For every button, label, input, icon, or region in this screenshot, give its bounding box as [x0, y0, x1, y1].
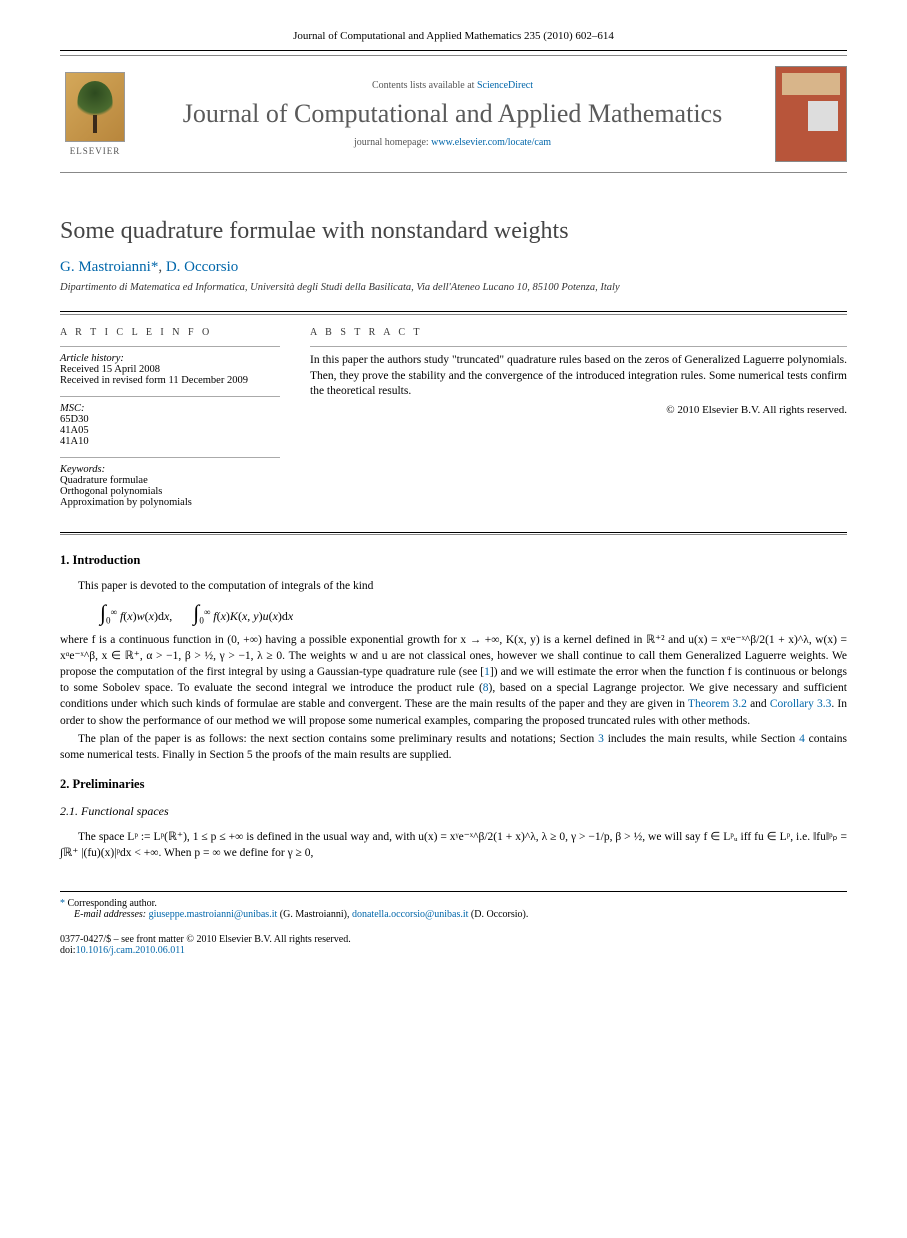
- header-rule: [60, 50, 847, 51]
- msc-label: MSC:: [60, 403, 280, 414]
- msc-code: 41A10: [60, 436, 280, 447]
- section-1-heading: 1. Introduction: [60, 553, 847, 568]
- citation-header: Journal of Computational and Applied Mat…: [60, 30, 847, 42]
- elsevier-logo[interactable]: ELSEVIER: [60, 66, 130, 162]
- intro-p3: The plan of the paper is as follows: the…: [60, 731, 847, 763]
- authors: G. Mastroianni*, D. Occorsio: [60, 259, 847, 276]
- doi-link[interactable]: 10.1016/j.cam.2010.06.011: [76, 945, 185, 956]
- doi-block: 0377-0427/$ – see front matter © 2010 El…: [60, 934, 847, 956]
- received-date: Received 15 April 2008: [60, 364, 280, 375]
- article-info-heading: A R T I C L E I N F O: [60, 327, 280, 338]
- sciencedirect-link[interactable]: ScienceDirect: [477, 80, 533, 91]
- intro-p1: This paper is devoted to the computation…: [60, 578, 847, 594]
- history-block: Article history: Received 15 April 2008 …: [60, 346, 280, 386]
- star-icon: *: [60, 898, 65, 909]
- prelim-p1: The space Lᵖ := Lᵖ(ℝ⁺), 1 ≤ p ≤ +∞ is de…: [60, 829, 847, 861]
- intro-p3b: includes the main results, while Section: [604, 733, 799, 745]
- history-label: Article history:: [60, 353, 280, 364]
- keyword: Orthogonal polynomials: [60, 486, 280, 497]
- keywords-label: Keywords:: [60, 464, 280, 475]
- section-2-1-heading: 2.1. Functional spaces: [60, 804, 847, 819]
- theorem-3-2-link[interactable]: Theorem 3.2: [688, 698, 747, 710]
- abstract-text: In this paper the authors study "truncat…: [310, 353, 847, 400]
- abstract-column: A B S T R A C T In this paper the author…: [310, 327, 847, 518]
- author-sep: ,: [158, 259, 166, 275]
- msc-code: 65D30: [60, 414, 280, 425]
- homepage-link[interactable]: www.elsevier.com/locate/cam: [431, 137, 551, 148]
- msc-code: 41A05: [60, 425, 280, 436]
- corollary-3-3-link[interactable]: Corollary 3.3: [770, 698, 832, 710]
- email-label: E-mail addresses:: [74, 909, 149, 920]
- doi-line: doi:10.1016/j.cam.2010.06.011: [60, 945, 847, 956]
- revised-date: Received in revised form 11 December 200…: [60, 375, 280, 386]
- front-matter-line: 0377-0427/$ – see front matter © 2010 El…: [60, 934, 847, 945]
- abstract-block: In this paper the authors study "truncat…: [310, 346, 847, 416]
- post-abstract-rule: [60, 532, 847, 533]
- corresponding-label: Corresponding author.: [68, 898, 157, 909]
- keyword: Quadrature formulae: [60, 475, 280, 486]
- integral-display: ∫0∞ f(x)w(x)dx, ∫0∞ f(x)K(x, y)u(x)dx: [100, 600, 847, 626]
- author-1[interactable]: G. Mastroianni: [60, 259, 151, 275]
- keyword: Approximation by polynomials: [60, 497, 280, 508]
- email-1-link[interactable]: giuseppe.mastroianni@unibas.it: [149, 909, 278, 920]
- email-1-who: (G. Mastroianni),: [277, 909, 352, 920]
- intro-and: and: [747, 698, 770, 710]
- info-abstract-row: A R T I C L E I N F O Article history: R…: [60, 314, 847, 518]
- article-title: Some quadrature formulae with nonstandar…: [60, 218, 847, 245]
- email-2-link[interactable]: donatella.occorsio@unibas.it: [352, 909, 468, 920]
- info-rule: [60, 311, 847, 312]
- affiliation: Dipartimento di Matematica ed Informatic…: [60, 282, 847, 293]
- homepage-line: journal homepage: www.elsevier.com/locat…: [142, 137, 763, 148]
- elsevier-tree-icon: [65, 72, 125, 142]
- corresponding-note: * Corresponding author.: [60, 898, 847, 909]
- masthead-center: Contents lists available at ScienceDirec…: [130, 66, 775, 162]
- contents-prefix: Contents lists available at: [372, 80, 477, 91]
- doi-label: doi:: [60, 945, 76, 956]
- abstract-heading: A B S T R A C T: [310, 327, 847, 338]
- msc-block: MSC: 65D30 41A05 41A10: [60, 396, 280, 447]
- email-line: E-mail addresses: giuseppe.mastroianni@u…: [60, 909, 847, 920]
- elsevier-label: ELSEVIER: [70, 146, 121, 156]
- author-2[interactable]: D. Occorsio: [166, 259, 238, 275]
- contents-line: Contents lists available at ScienceDirec…: [142, 80, 763, 91]
- journal-name: Journal of Computational and Applied Mat…: [142, 99, 763, 129]
- section-2-heading: 2. Preliminaries: [60, 777, 847, 792]
- footnotes: * Corresponding author. E-mail addresses…: [60, 891, 847, 920]
- masthead: ELSEVIER Contents lists available at Sci…: [60, 56, 847, 173]
- keywords-block: Keywords: Quadrature formulae Orthogonal…: [60, 457, 280, 508]
- email-2-who: (D. Occorsio).: [468, 909, 528, 920]
- intro-p3a: The plan of the paper is as follows: the…: [78, 733, 598, 745]
- post-abstract-rule-thin: [60, 534, 847, 535]
- abstract-copyright: © 2010 Elsevier B.V. All rights reserved…: [310, 404, 847, 416]
- journal-cover-thumbnail[interactable]: [775, 66, 847, 162]
- intro-p2: where f is a continuous function in (0, …: [60, 632, 847, 729]
- homepage-prefix: journal homepage:: [354, 137, 431, 148]
- article-info-column: A R T I C L E I N F O Article history: R…: [60, 327, 280, 518]
